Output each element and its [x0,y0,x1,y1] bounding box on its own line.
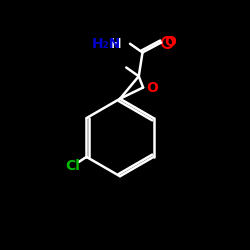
Text: H: H [110,37,121,51]
Text: H₂N: H₂N [92,37,121,51]
Text: O: O [164,36,176,50]
Text: O: O [146,80,158,94]
Text: Cl: Cl [65,159,80,173]
